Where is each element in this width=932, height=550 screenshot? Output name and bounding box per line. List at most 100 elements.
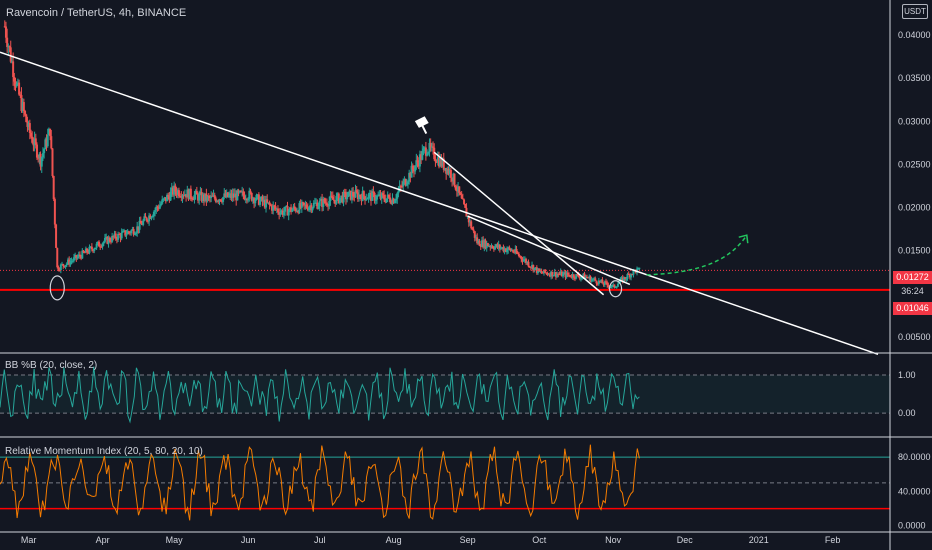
candle-body bbox=[452, 173, 455, 182]
currency-badge[interactable]: USDT bbox=[902, 4, 928, 19]
candle-body bbox=[115, 238, 118, 240]
candle-body bbox=[399, 185, 402, 187]
candle-body bbox=[418, 154, 421, 167]
candle-body bbox=[605, 281, 608, 283]
candle-body bbox=[335, 196, 338, 204]
candle-body bbox=[469, 221, 472, 223]
candle-body bbox=[548, 274, 551, 277]
candle-body bbox=[596, 283, 599, 285]
candle-body bbox=[572, 274, 575, 278]
candle-body bbox=[66, 259, 69, 264]
candle-body bbox=[582, 273, 585, 277]
candle-body bbox=[211, 195, 214, 197]
candle-body bbox=[449, 170, 452, 178]
candle-body bbox=[454, 186, 457, 190]
candle-body bbox=[61, 264, 64, 266]
bb-percent-pane[interactable] bbox=[0, 366, 890, 424]
candle-body bbox=[155, 206, 158, 211]
candle-body bbox=[559, 271, 562, 275]
candle-body bbox=[412, 169, 415, 172]
candle-body bbox=[498, 244, 501, 249]
candle-body bbox=[484, 240, 487, 249]
candle-body bbox=[281, 210, 284, 215]
candle-body bbox=[89, 246, 92, 248]
time-tick-label: Apr bbox=[96, 535, 110, 545]
candle-body bbox=[267, 202, 270, 204]
candle-body bbox=[234, 193, 237, 198]
candle-body bbox=[8, 46, 11, 48]
candle-body bbox=[121, 231, 124, 233]
candle-body bbox=[58, 270, 61, 272]
candle-body bbox=[620, 277, 623, 280]
candle-body bbox=[491, 246, 494, 249]
candle-body bbox=[337, 193, 340, 204]
candle-body bbox=[13, 77, 16, 82]
candle-body bbox=[519, 256, 522, 258]
candle-body bbox=[192, 199, 195, 201]
candle-body bbox=[317, 206, 320, 209]
candle-body bbox=[422, 148, 425, 151]
candle-body bbox=[237, 190, 240, 193]
candle-body bbox=[146, 220, 149, 222]
candle-body bbox=[371, 191, 374, 201]
candle-body bbox=[99, 246, 102, 248]
candle-body bbox=[145, 217, 148, 221]
price-pane[interactable] bbox=[0, 20, 890, 356]
candle-body bbox=[100, 246, 103, 248]
candle-body bbox=[327, 205, 330, 207]
candle-body bbox=[249, 190, 252, 193]
candle-body bbox=[547, 274, 550, 276]
candle-body bbox=[600, 279, 603, 282]
candle-body bbox=[442, 158, 445, 170]
candle-body bbox=[354, 190, 357, 198]
candle-body bbox=[305, 204, 308, 208]
candle-body bbox=[216, 200, 219, 202]
candle-body bbox=[432, 146, 435, 148]
candle-body bbox=[554, 272, 557, 277]
candle-body bbox=[198, 193, 201, 201]
candle-body bbox=[197, 194, 200, 201]
candle-body bbox=[522, 259, 525, 262]
candle-body bbox=[626, 273, 629, 279]
candle-body bbox=[74, 255, 77, 258]
bar-timer-tag: 36:24 bbox=[893, 285, 932, 298]
candle-body bbox=[408, 172, 411, 182]
candle-body bbox=[331, 196, 334, 200]
candle-body bbox=[38, 153, 41, 158]
candle-body bbox=[571, 274, 574, 278]
rmi-tick-label: 40.0000 bbox=[898, 486, 931, 496]
hammer-icon bbox=[414, 116, 429, 135]
candle-body bbox=[570, 276, 573, 278]
time-tick-label: Nov bbox=[605, 535, 622, 545]
candle-body bbox=[266, 199, 269, 203]
candle-body bbox=[420, 154, 423, 160]
candle-body bbox=[451, 177, 454, 182]
candle-body bbox=[606, 282, 609, 286]
candle-body bbox=[516, 253, 519, 255]
candle-body bbox=[231, 193, 234, 199]
candle-body bbox=[225, 192, 228, 198]
candle-body bbox=[24, 110, 27, 115]
candle-body bbox=[513, 251, 516, 253]
candle-body bbox=[173, 185, 176, 195]
candle-body bbox=[429, 143, 432, 148]
candle-body bbox=[575, 274, 578, 279]
bb-tick-label: 0.00 bbox=[898, 408, 916, 418]
candle-body bbox=[540, 271, 543, 273]
bb-band-fill bbox=[0, 375, 890, 414]
candle-body bbox=[316, 202, 319, 209]
candle-body bbox=[251, 198, 254, 201]
candle-body bbox=[545, 272, 548, 274]
rmi-pane[interactable] bbox=[0, 444, 890, 521]
candle-body bbox=[613, 284, 616, 288]
candle-body bbox=[471, 228, 474, 230]
candle-body bbox=[118, 233, 121, 235]
candle-body bbox=[355, 190, 358, 193]
candle-body bbox=[82, 250, 85, 253]
candle-body bbox=[130, 230, 133, 234]
candle-body bbox=[78, 254, 81, 257]
candle-body bbox=[577, 274, 580, 277]
candle-body bbox=[631, 274, 634, 276]
candle-body bbox=[593, 278, 596, 280]
